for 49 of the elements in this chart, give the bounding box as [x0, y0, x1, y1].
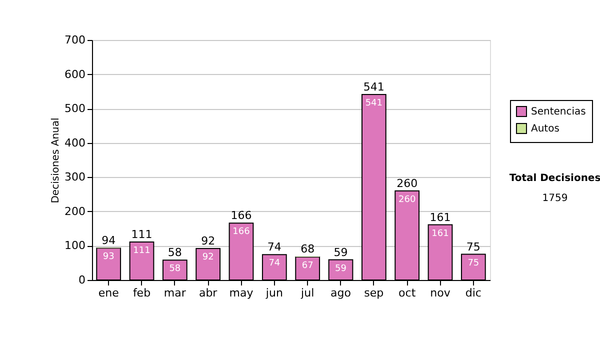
data-label: 92: [202, 252, 214, 262]
total-label: 166: [230, 209, 252, 222]
data-label: 59: [335, 264, 347, 274]
text: 1759: [542, 193, 568, 204]
data-label: 166: [232, 227, 250, 238]
total-label: 94: [102, 234, 116, 247]
total-label: 75: [466, 240, 480, 254]
total-label: 111: [131, 228, 152, 241]
y-tick-label: 700: [64, 34, 86, 46]
x-tick-label: nov: [430, 286, 451, 300]
legend-label: Sentencias: [531, 106, 586, 118]
y-tick-label: 0: [78, 274, 86, 286]
y-tick-label: 200: [64, 204, 86, 218]
total-label: 74: [267, 240, 282, 254]
x-tick-label: sep: [364, 286, 384, 300]
x-tick-label: may: [229, 286, 254, 300]
x-tick-label: mar: [164, 286, 186, 300]
x-tick-label: ago: [330, 286, 352, 300]
total-label: 92: [201, 234, 216, 248]
total-label: 58: [168, 246, 182, 260]
x-tick-label: jun: [264, 286, 283, 300]
total-label: 59: [334, 246, 348, 259]
data-label: 58: [169, 264, 181, 274]
x-tick-label: feb: [132, 286, 151, 300]
data-label: 75: [468, 258, 480, 268]
total-label: 260: [396, 176, 418, 190]
total-label: 541: [363, 80, 384, 94]
x-tick-label: oct: [398, 286, 416, 300]
total-label: 68: [300, 242, 315, 256]
x-tick-label: dic: [465, 286, 482, 300]
data-label: 67: [302, 261, 314, 272]
data-label: 93: [102, 252, 114, 262]
y-tick-label: 500: [64, 102, 86, 116]
y-tick-label: 100: [64, 239, 86, 252]
y-tick-label: 600: [64, 68, 86, 81]
text: Total Decisiones: [509, 173, 600, 184]
data-label: 260: [398, 194, 416, 205]
data-label: 541: [365, 98, 383, 109]
x-tick-label: jul: [300, 286, 314, 300]
y-tick-label: 300: [64, 170, 86, 184]
data-label: 161: [432, 228, 449, 239]
y-tick-label: 400: [64, 136, 86, 150]
y-axis-title: Decisiones Anual: [50, 118, 62, 204]
x-tick-label: ene: [98, 286, 120, 300]
total-label: 161: [430, 210, 451, 224]
legend-label: Autos: [531, 124, 560, 134]
data-label: 74: [268, 258, 280, 269]
x-tick-label: abr: [198, 286, 218, 300]
data-label: 111: [133, 246, 150, 256]
